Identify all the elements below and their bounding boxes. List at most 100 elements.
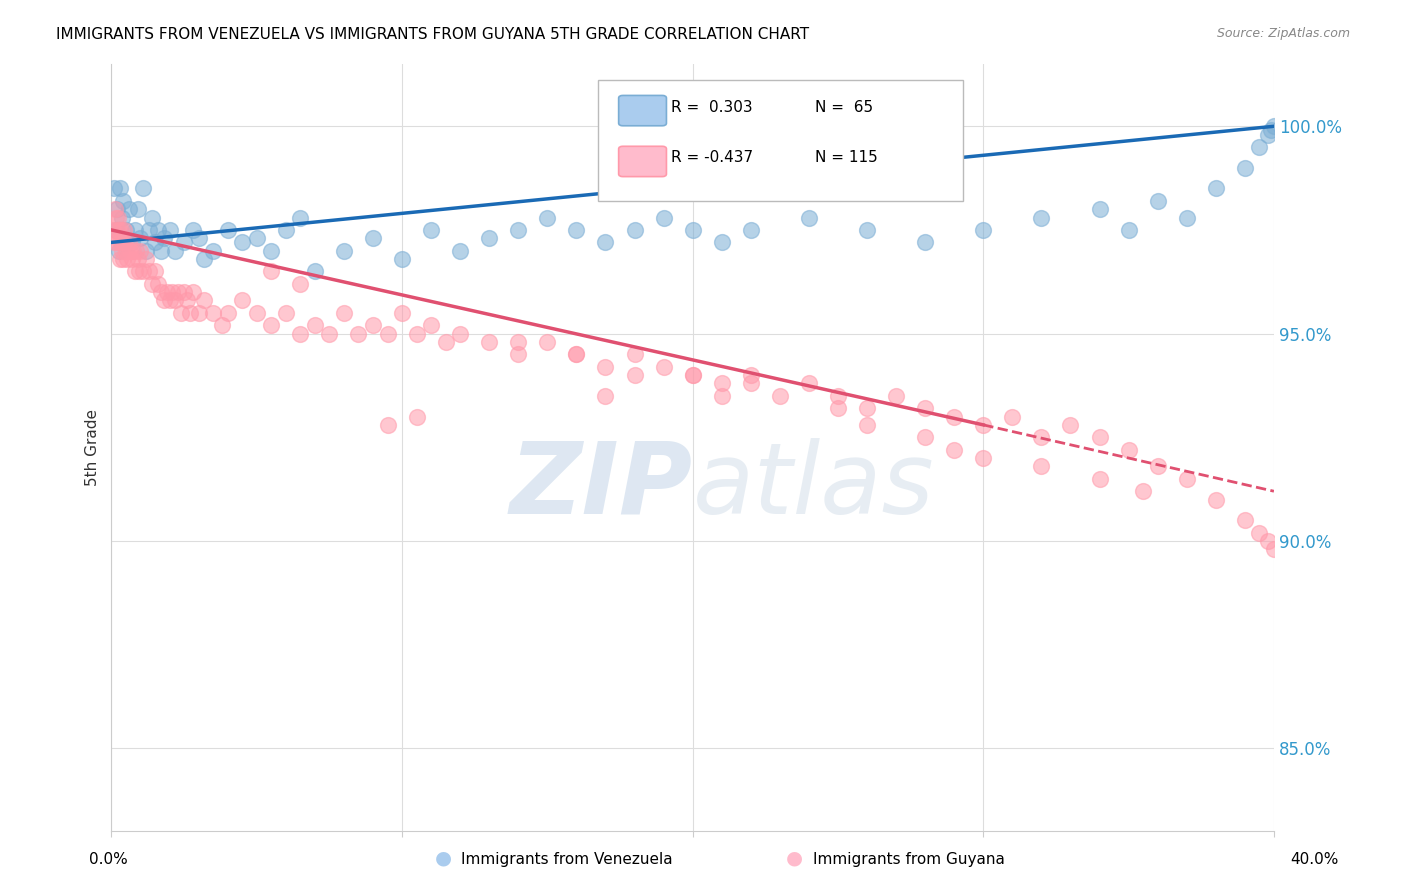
Point (405, 409, 427, 424)
Point (1132, 484, 1154, 499)
Point (1257, 128, 1279, 142)
Point (193, 252, 215, 266)
Point (108, 252, 131, 266)
Point (1233, 161, 1256, 175)
Point (112, 194, 135, 208)
Point (347, 326, 370, 341)
Point (187, 231, 209, 245)
Point (710, 376, 733, 391)
Point (1263, 120, 1285, 134)
Text: IMMIGRANTS FROM VENEZUELA VS IMMIGRANTS FROM GUYANA 5TH GRADE CORRELATION CHART: IMMIGRANTS FROM VENEZUELA VS IMMIGRANTS … (56, 27, 810, 42)
Point (508, 347, 530, 361)
Point (595, 389, 617, 403)
Point (361, 231, 384, 245)
Point (304, 264, 326, 278)
Text: 40.0%: 40.0% (1291, 852, 1339, 867)
Point (333, 306, 356, 320)
Point (108, 181, 131, 195)
Point (1205, 492, 1227, 507)
Point (124, 223, 146, 237)
Point (107, 223, 129, 237)
Point (1001, 409, 1024, 424)
Point (1088, 472, 1111, 486)
Point (231, 293, 253, 308)
Point (274, 306, 297, 320)
Point (478, 231, 501, 245)
Point (1263, 542, 1285, 557)
Point (1257, 533, 1279, 548)
Point (143, 235, 166, 250)
Point (1031, 430, 1053, 444)
Point (162, 285, 184, 300)
Point (101, 223, 124, 237)
Point (165, 293, 187, 308)
Point (797, 376, 820, 391)
Point (1118, 442, 1140, 457)
Point (290, 326, 312, 341)
Point (132, 181, 155, 195)
Point (121, 252, 143, 266)
Point (260, 318, 283, 333)
Point (231, 235, 253, 250)
Point (159, 223, 181, 237)
Point (1175, 211, 1198, 225)
Point (536, 334, 558, 349)
Point (127, 202, 149, 217)
Point (167, 285, 190, 300)
Point (595, 359, 617, 374)
Point (508, 223, 530, 237)
Point (972, 417, 994, 432)
Point (710, 389, 733, 403)
Point (290, 277, 312, 291)
Point (1088, 202, 1111, 217)
Point (856, 401, 879, 416)
Text: 0.0%: 0.0% (89, 852, 128, 867)
Text: N =  65: N = 65 (815, 100, 873, 115)
Point (797, 211, 820, 225)
Point (1205, 181, 1227, 195)
Point (972, 223, 994, 237)
Point (138, 264, 160, 278)
Point (290, 211, 312, 225)
Point (652, 359, 675, 374)
Point (1088, 430, 1111, 444)
Y-axis label: 5th Grade: 5th Grade (86, 409, 100, 486)
Point (146, 277, 169, 291)
Point (652, 211, 675, 225)
Point (434, 334, 457, 349)
Point (118, 235, 141, 250)
Point (377, 326, 399, 341)
Point (128, 264, 150, 278)
Point (125, 244, 148, 258)
Point (132, 264, 155, 278)
Point (536, 211, 558, 225)
Point (122, 244, 145, 258)
Point (149, 244, 172, 258)
Text: Immigrants from Guyana: Immigrants from Guyana (813, 852, 1004, 867)
Point (105, 235, 128, 250)
Text: ZIP: ZIP (509, 438, 693, 534)
Text: Immigrants from Venezuela: Immigrants from Venezuela (461, 852, 673, 867)
Point (1249, 525, 1271, 540)
Point (740, 368, 762, 383)
Point (117, 252, 139, 266)
Point (420, 318, 443, 333)
Text: Source: ZipAtlas.com: Source: ZipAtlas.com (1216, 27, 1350, 40)
Point (1118, 223, 1140, 237)
Point (1031, 459, 1053, 474)
Point (595, 235, 617, 250)
Point (1233, 513, 1256, 527)
Point (105, 223, 128, 237)
Point (827, 389, 849, 403)
Point (141, 211, 163, 225)
Point (508, 334, 530, 349)
Point (246, 306, 269, 320)
Point (565, 347, 588, 361)
Point (118, 202, 141, 217)
Point (103, 181, 125, 195)
Point (740, 376, 762, 391)
Point (361, 318, 384, 333)
Point (405, 326, 427, 341)
Point (146, 223, 169, 237)
Point (120, 244, 142, 258)
